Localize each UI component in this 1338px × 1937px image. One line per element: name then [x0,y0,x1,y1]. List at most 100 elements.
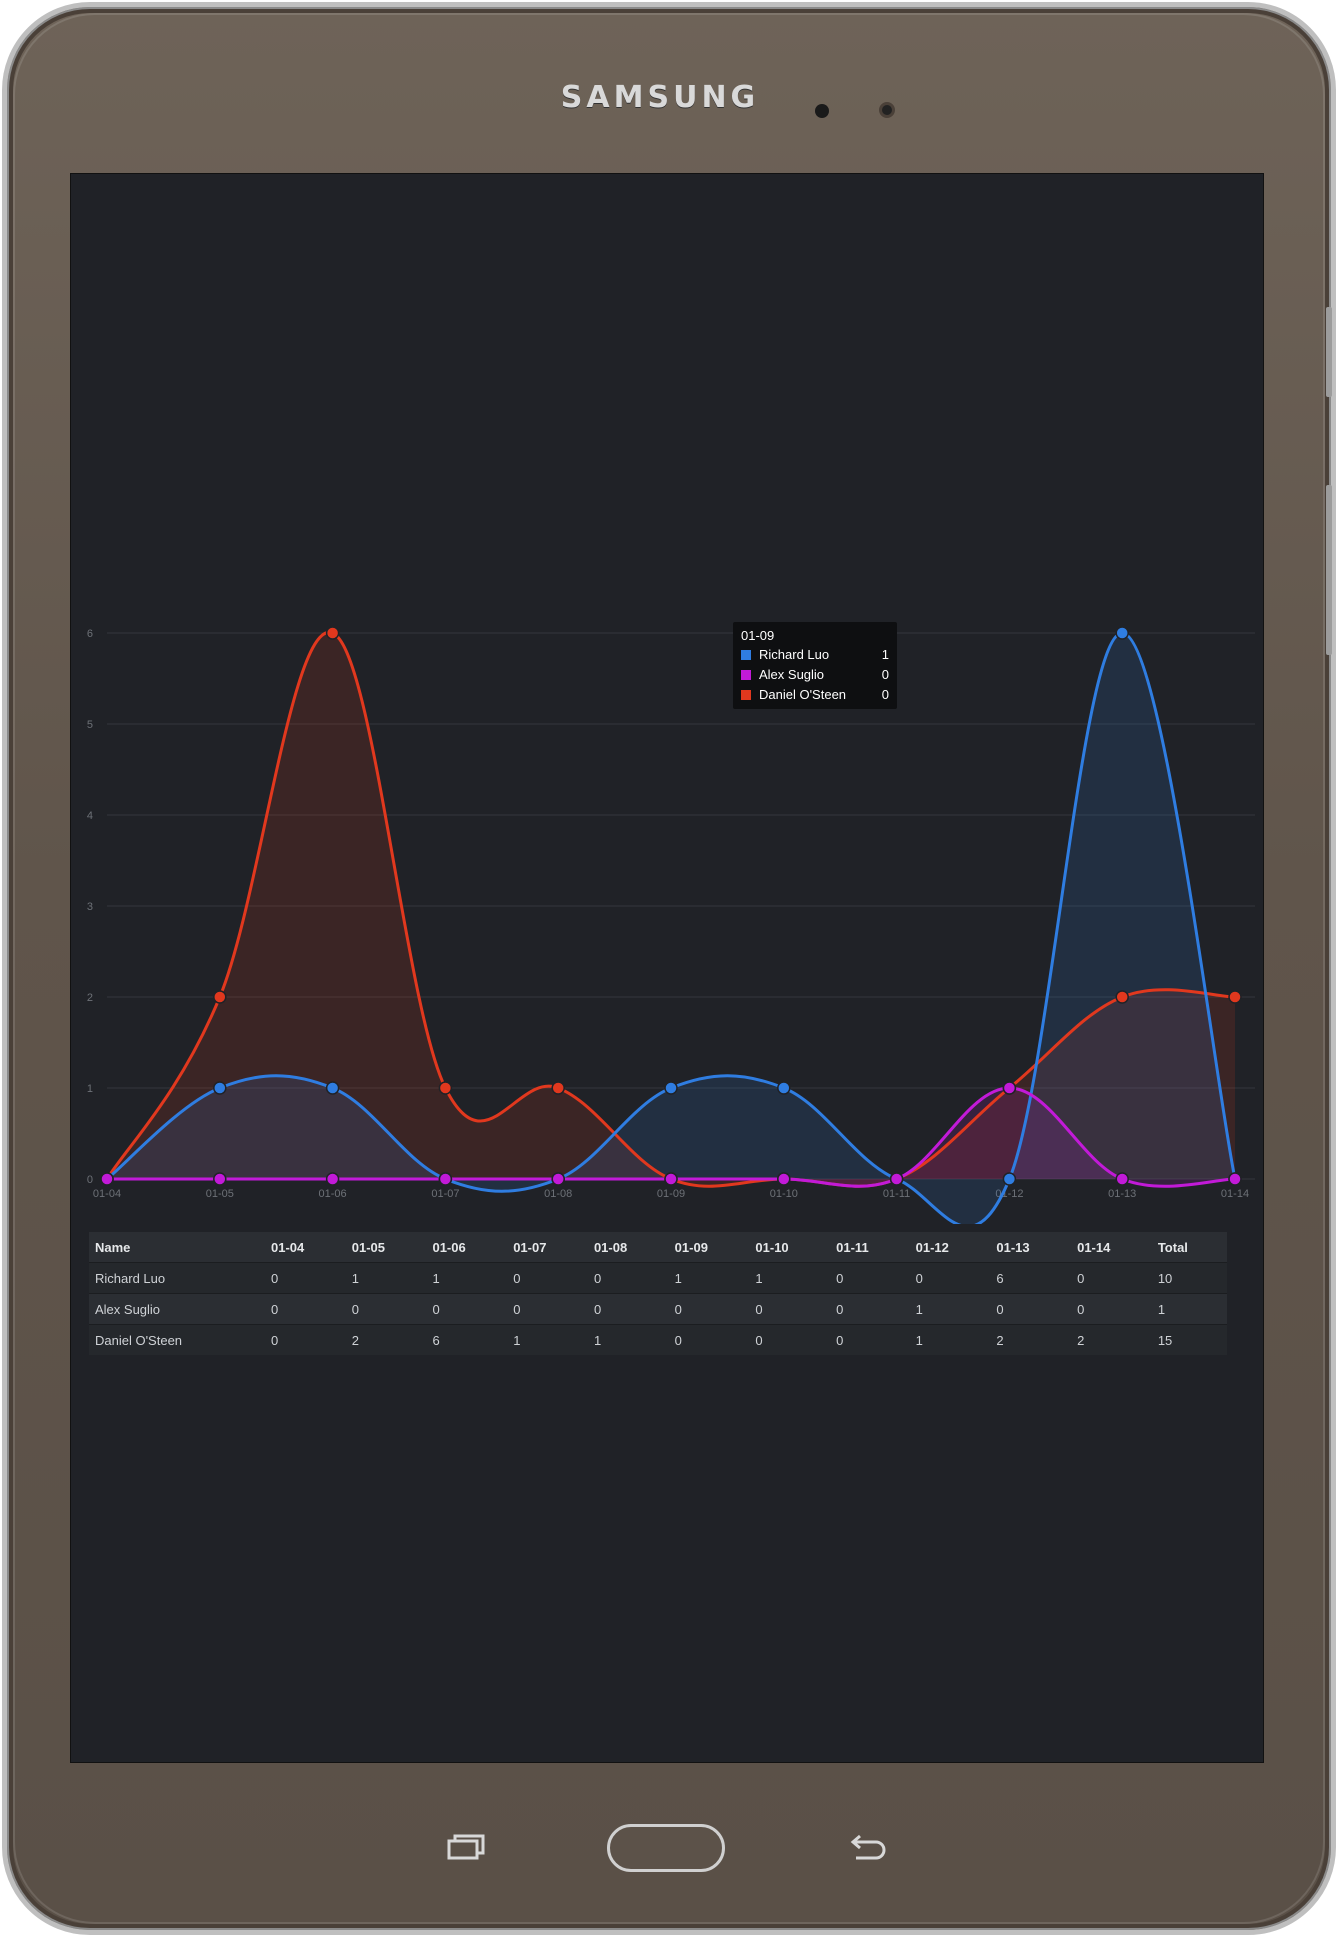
x-tick-label: 01-13 [1108,1188,1136,1200]
y-tick-label: 3 [87,901,93,913]
table-cell: 0 [587,1262,669,1294]
table-cell: 0 [1071,1293,1152,1325]
table-row: Richard Luo 0 1 1 0 0 1 1 0 0 6 0 10 [89,1262,1227,1294]
table-cell: 0 [990,1293,1072,1325]
column-header: 01-09 [668,1232,750,1263]
x-tick-label: 01-04 [93,1188,121,1200]
tooltip-row: Richard Luo 1 [741,645,889,665]
data-point [1002,1172,1017,1186]
x-tick-label: 01-14 [1221,1188,1249,1200]
table-cell: 0 [587,1293,669,1325]
table-cell: 1 [668,1262,750,1294]
x-tick-label: 01-07 [431,1188,459,1200]
table-cell: 15 [1151,1324,1227,1355]
data-point [438,1081,453,1095]
table-cell: 0 [507,1293,588,1325]
x-tick-label: 01-05 [206,1188,234,1200]
table-cell: 6 [990,1262,1072,1294]
data-point [664,1081,678,1095]
column-header: 01-13 [990,1232,1072,1263]
tooltip-series-value: 0 [881,667,889,682]
table-cell: 10 [1151,1262,1227,1294]
series-area [107,632,1235,1187]
data-point [1228,990,1242,1004]
column-header: 01-08 [587,1232,669,1263]
area-chart: 0 1 2 3 4 5 6 01-04 01-05 01-06 01-07 01-08 01-09 01-… [87,626,1255,1224]
tooltip-swatch [741,690,751,700]
tooltip-row: Daniel O'Steen 0 [741,685,889,705]
table-cell: 0 [1071,1262,1152,1294]
data-point [438,1172,453,1186]
x-tick-label: 01-06 [319,1188,347,1200]
y-tick-label: 1 [87,1083,93,1095]
front-camera-icon [815,104,829,118]
sensor-icon [879,102,895,118]
table-cell: 0 [265,1324,346,1355]
table-header-row: Name 01-04 01-05 01-06 01-07 01-08 01-09… [89,1232,1227,1263]
y-tick-label: 0 [87,1174,93,1186]
table-row: Daniel O'Steen 0 2 6 1 1 0 0 0 1 2 2 15 [89,1324,1227,1355]
table-cell: Daniel O'Steen [89,1324,265,1355]
x-tick-label: 01-08 [544,1188,572,1200]
x-tick-label: 01-09 [657,1188,685,1200]
y-tick-label: 4 [87,810,93,822]
table-cell: 1 [749,1262,831,1294]
data-point [100,1172,114,1186]
screen: 0 1 2 3 4 5 6 01-04 01-05 01-06 01-07 01-08 01-09 01-… [70,173,1264,1763]
data-point [889,1172,904,1186]
tooltip-swatch [741,650,751,660]
table-cell: 0 [830,1293,910,1325]
table-cell: 1 [426,1262,508,1294]
table-cell: 1 [909,1324,991,1355]
brand-logo: SAMSUNG [560,80,760,115]
chart-tooltip: 01-09 Richard Luo 1 Alex Suglio 0 Daniel… [733,622,897,709]
table-cell: 0 [749,1293,831,1325]
column-header: 01-05 [345,1232,427,1263]
table-cell: 2 [990,1324,1072,1355]
data-point [1115,626,1129,640]
home-button[interactable] [607,1824,725,1872]
series-line [106,1086,1236,1188]
data-point [325,1172,340,1186]
column-header: 01-06 [426,1232,508,1263]
table-cell: 0 [749,1324,831,1355]
tooltip-row: Alex Suglio 0 [741,665,889,685]
data-point [213,1081,227,1095]
tooltip-series-value: 1 [881,647,889,662]
y-tick-label: 5 [87,719,93,731]
tooltip-swatch [741,670,751,680]
table-cell: 6 [426,1324,508,1355]
recent-apps-icon[interactable] [446,1832,486,1862]
x-tick-label: 01-11 [883,1188,910,1200]
back-arrow-icon[interactable] [848,1832,888,1862]
y-tick-label: 2 [87,992,93,1004]
data-point [1115,990,1129,1004]
table-cell: 2 [345,1324,427,1355]
table-cell: 0 [265,1293,346,1325]
data-point [777,1172,791,1186]
table-cell: 0 [345,1293,427,1325]
column-header: 01-14 [1071,1232,1152,1263]
column-header: 01-11 [830,1232,910,1263]
data-point [325,1081,340,1095]
table-cell: 0 [830,1324,910,1355]
table-cell: 1 [909,1293,991,1325]
y-tick-label: 6 [87,628,93,640]
data-point [213,990,227,1004]
table-cell: 2 [1071,1324,1152,1355]
tooltip-series-name: Alex Suglio [759,667,825,682]
table-cell: 0 [909,1262,991,1294]
table-cell: 1 [1151,1293,1227,1325]
column-header: Total [1151,1232,1227,1263]
data-point [551,1081,565,1095]
table-cell: 0 [426,1293,508,1325]
volume-button [1326,485,1332,655]
table-cell: 1 [587,1324,669,1355]
tooltip-series-value: 0 [881,687,889,702]
data-point [777,1081,791,1095]
table-cell: 1 [507,1324,588,1355]
table-cell: Richard Luo [89,1262,265,1294]
data-point [1228,1172,1242,1186]
tooltip-series-name: Richard Luo [759,647,830,662]
table-cell: Alex Suglio [89,1293,265,1325]
